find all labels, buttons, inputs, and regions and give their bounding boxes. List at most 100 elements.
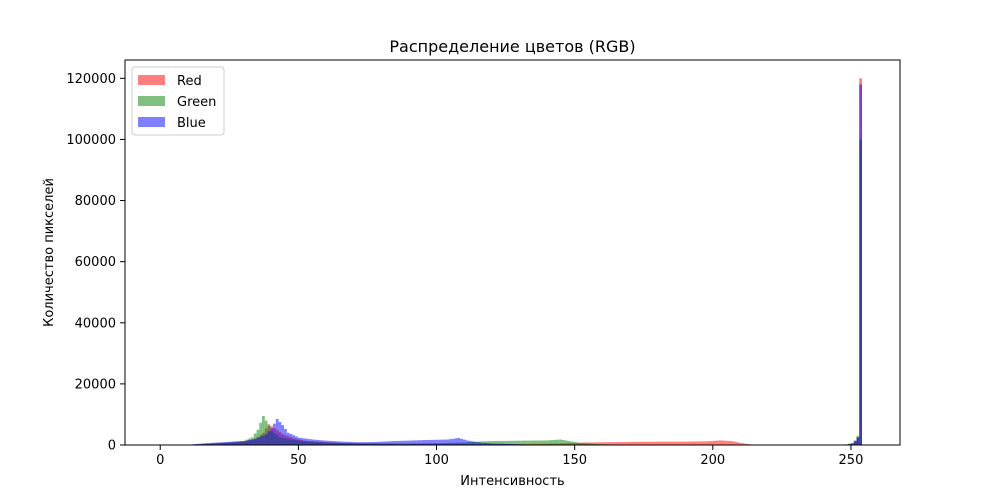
bar-blue-112 bbox=[468, 441, 471, 445]
bar-red-182 bbox=[661, 442, 664, 445]
bar-blue-254 bbox=[859, 84, 862, 445]
bar-red-204 bbox=[722, 441, 725, 445]
bar-green-142 bbox=[551, 440, 554, 445]
bar-blue-48 bbox=[292, 435, 295, 445]
bar-green-133 bbox=[526, 441, 529, 445]
bar-red-208 bbox=[733, 442, 736, 445]
bar-blue-56 bbox=[314, 440, 317, 445]
bar-blue-60 bbox=[325, 441, 328, 445]
bar-green-141 bbox=[548, 440, 551, 445]
bar-blue-83 bbox=[389, 441, 392, 445]
bar-blue-91 bbox=[411, 440, 414, 445]
chart-title: Распределение цветов (RGB) bbox=[389, 37, 635, 56]
x-tick-label: 100 bbox=[424, 453, 449, 468]
bar-blue-34 bbox=[254, 439, 257, 445]
legend-label-blue: Blue bbox=[177, 116, 206, 131]
y-tick-label: 100000 bbox=[66, 133, 116, 148]
bar-red-198 bbox=[705, 441, 708, 445]
bar-green-144 bbox=[557, 440, 560, 445]
bar-blue-38 bbox=[265, 434, 268, 445]
bar-blue-52 bbox=[303, 438, 306, 445]
bar-green-140 bbox=[546, 440, 549, 445]
bar-blue-82 bbox=[386, 441, 389, 445]
bar-blue-93 bbox=[416, 440, 419, 445]
bar-blue-51 bbox=[301, 438, 304, 445]
bar-blue-104 bbox=[446, 440, 449, 446]
y-tick-label: 40000 bbox=[75, 316, 116, 331]
bar-blue-89 bbox=[405, 441, 408, 445]
bar-blue-31 bbox=[246, 440, 249, 445]
y-tick-label: 20000 bbox=[75, 377, 116, 392]
bar-blue-33 bbox=[251, 439, 254, 445]
bar-blue-66 bbox=[342, 442, 345, 445]
bar-green-146 bbox=[562, 440, 565, 445]
bar-blue-57 bbox=[317, 440, 320, 445]
bar-blue-108 bbox=[457, 438, 460, 445]
x-tick-label: 250 bbox=[839, 453, 864, 468]
legend-label-green: Green bbox=[177, 95, 216, 110]
bar-green-134 bbox=[529, 441, 532, 445]
x-tick-label: 50 bbox=[290, 453, 307, 468]
bar-blue-35 bbox=[257, 438, 260, 445]
bar-blue-27 bbox=[235, 441, 238, 445]
bar-blue-49 bbox=[295, 436, 298, 445]
bar-blue-88 bbox=[402, 441, 405, 445]
bar-red-200 bbox=[711, 441, 714, 445]
bar-red-205 bbox=[724, 441, 727, 445]
bar-blue-102 bbox=[441, 440, 444, 445]
bar-blue-29 bbox=[240, 441, 243, 445]
bar-blue-97 bbox=[427, 440, 430, 445]
bar-blue-30 bbox=[243, 441, 246, 445]
bar-green-148 bbox=[568, 441, 571, 445]
bar-red-194 bbox=[694, 441, 697, 445]
bar-blue-110 bbox=[463, 440, 466, 445]
bar-red-180 bbox=[656, 442, 659, 445]
bar-blue-86 bbox=[397, 441, 400, 445]
bar-red-206 bbox=[727, 441, 730, 445]
bar-blue-95 bbox=[422, 440, 425, 445]
bar-blue-101 bbox=[438, 440, 441, 445]
bar-red-201 bbox=[713, 441, 716, 445]
y-tick-label: 0 bbox=[108, 439, 116, 454]
bar-blue-43 bbox=[279, 422, 282, 445]
bar-blue-32 bbox=[248, 440, 251, 445]
bar-blue-45 bbox=[284, 429, 287, 445]
bar-red-187 bbox=[675, 442, 678, 445]
bar-blue-39 bbox=[268, 431, 271, 445]
bar-red-199 bbox=[708, 441, 711, 445]
bar-blue-28 bbox=[237, 441, 240, 445]
legend-swatch-red bbox=[138, 75, 165, 85]
bar-blue-253 bbox=[857, 437, 860, 445]
legend-swatch-green bbox=[138, 96, 165, 106]
legend-label-red: Red bbox=[177, 74, 202, 89]
bar-blue-103 bbox=[444, 440, 447, 445]
bar-red-203 bbox=[719, 440, 722, 445]
bar-green-143 bbox=[554, 440, 557, 445]
bar-blue-106 bbox=[452, 439, 455, 445]
bar-red-195 bbox=[697, 441, 700, 445]
bar-red-207 bbox=[730, 441, 733, 445]
bar-blue-98 bbox=[430, 440, 433, 445]
bar-red-191 bbox=[686, 442, 689, 445]
bar-blue-58 bbox=[320, 440, 323, 445]
bar-blue-50 bbox=[298, 438, 301, 445]
bar-blue-85 bbox=[394, 441, 397, 445]
bar-green-137 bbox=[537, 441, 540, 445]
bar-red-190 bbox=[683, 442, 686, 445]
bar-blue-111 bbox=[466, 440, 469, 445]
bar-green-136 bbox=[535, 441, 538, 445]
bar-red-181 bbox=[658, 442, 661, 445]
bar-blue-47 bbox=[290, 434, 293, 445]
bar-blue-63 bbox=[334, 441, 337, 445]
bar-blue-65 bbox=[339, 441, 342, 445]
bar-red-186 bbox=[672, 442, 675, 445]
bar-blue-62 bbox=[331, 441, 334, 445]
bar-blue-54 bbox=[309, 439, 312, 445]
bar-blue-36 bbox=[259, 437, 262, 445]
bar-blue-252 bbox=[854, 441, 857, 445]
x-tick-label: 200 bbox=[700, 453, 725, 468]
bar-blue-42 bbox=[276, 419, 279, 445]
bar-red-197 bbox=[702, 441, 705, 445]
y-tick-label: 60000 bbox=[75, 255, 116, 270]
